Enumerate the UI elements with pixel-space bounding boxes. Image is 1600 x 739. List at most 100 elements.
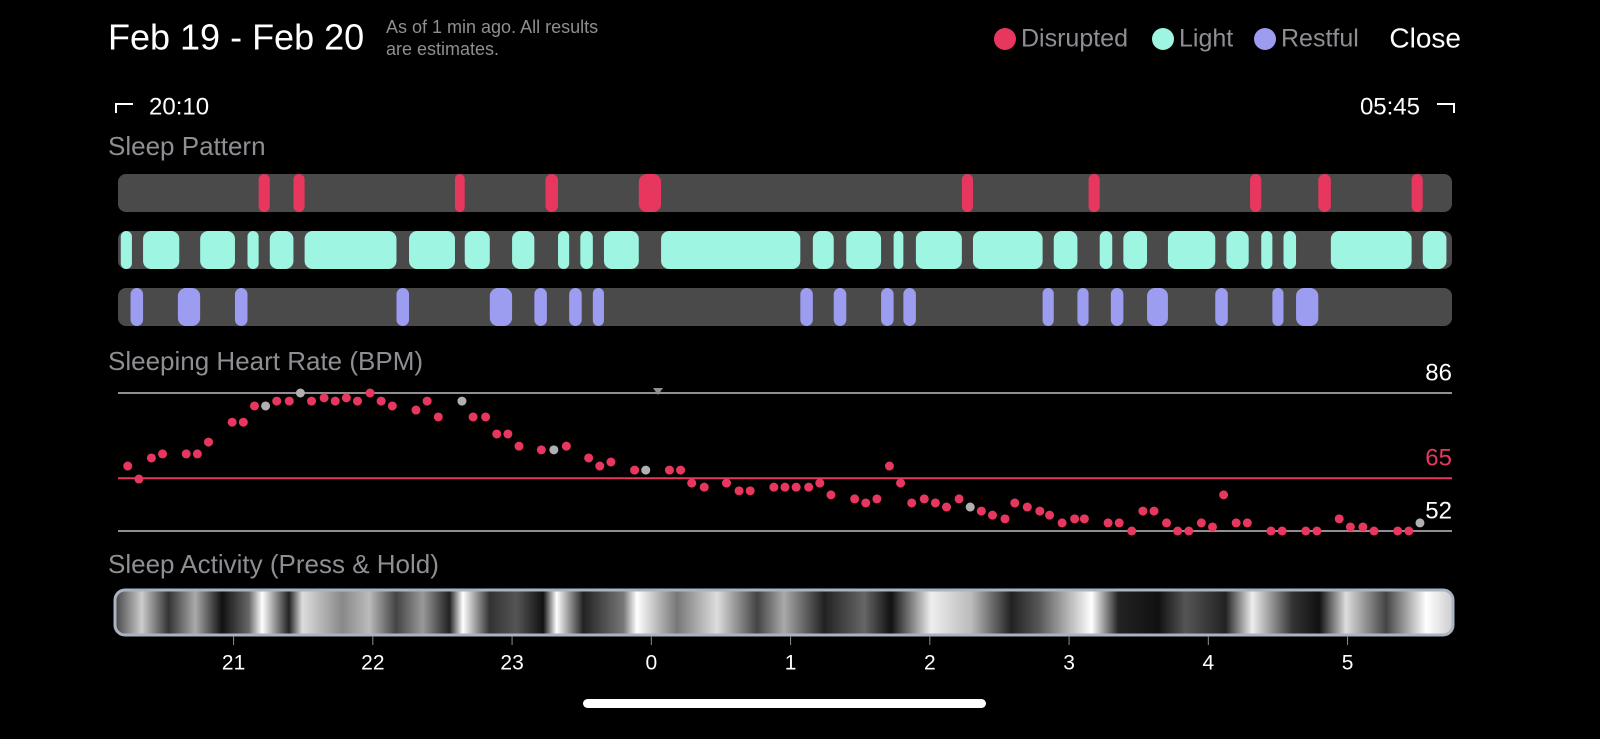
- sleep-segment: [293, 174, 305, 212]
- heart-rate-point: [687, 478, 697, 488]
- legend-label: Light: [1179, 25, 1233, 53]
- heart-rate-point: [976, 506, 986, 516]
- sleep-segment: [881, 288, 894, 326]
- heart-rate-point: [284, 396, 294, 406]
- sleep-segment: [903, 288, 916, 326]
- section-title: Sleep Pattern: [108, 131, 266, 161]
- sleep-segment: [638, 174, 662, 212]
- heart-rate-point: [872, 494, 882, 504]
- heart-rate-point: [204, 437, 214, 447]
- track: [118, 174, 1452, 212]
- legend-label: Disrupted: [1021, 25, 1128, 53]
- heart-rate-point: [954, 494, 964, 504]
- heart-rate-point: [341, 393, 351, 403]
- heart-rate-point: [1242, 518, 1252, 528]
- range-start: 20:10: [149, 93, 209, 120]
- heart-rate-point: [884, 461, 894, 471]
- heart-rate-point: [433, 412, 443, 422]
- heart-rate-point: [192, 449, 202, 459]
- sleep-segment: [1053, 231, 1078, 269]
- heart-rate-point: [1219, 490, 1229, 500]
- heart-rate-point: [238, 417, 248, 427]
- heart-rate-point: [815, 478, 825, 488]
- sleep-segment: [661, 231, 801, 269]
- range-bracket: [115, 103, 133, 113]
- sleep-segment: [409, 231, 455, 269]
- now-marker: [653, 388, 663, 395]
- heart-rate-point: [1207, 522, 1217, 532]
- sleep-segment: [592, 288, 604, 326]
- sleep-segment: [800, 288, 813, 326]
- sleep-segment: [1272, 288, 1284, 326]
- sleep-segment: [1088, 174, 1100, 212]
- heart-rate-point: [965, 502, 975, 512]
- heart-rate-point: [181, 449, 191, 459]
- sleep-segment: [1147, 288, 1168, 326]
- heart-rate-point: [606, 457, 616, 467]
- sleep-segment: [130, 288, 144, 326]
- heart-rate-point: [1196, 518, 1206, 528]
- heart-rate-point: [584, 453, 594, 463]
- sleep-segment: [454, 174, 465, 212]
- heart-rate-point: [1358, 522, 1368, 532]
- x-tick-label: 2: [924, 652, 936, 675]
- legend-label: Restful: [1281, 25, 1359, 53]
- heart-rate-point: [158, 449, 168, 459]
- activity-bar[interactable]: [113, 588, 1455, 637]
- heart-rate-point: [722, 478, 732, 488]
- heart-rate-point: [468, 412, 478, 422]
- heart-rate-point: [295, 388, 305, 398]
- heart-rate-point: [664, 465, 674, 475]
- heart-rate-point: [1057, 518, 1067, 528]
- heart-rate-point: [1070, 514, 1080, 524]
- y-tick-label: 86: [1425, 359, 1452, 386]
- heart-rate-point: [319, 393, 329, 403]
- heart-rate-point: [641, 465, 651, 475]
- heart-rate-point: [123, 461, 133, 471]
- section-title: Sleep Activity (Press & Hold): [108, 549, 439, 579]
- heart-rate-point: [1000, 514, 1010, 524]
- heart-rate-point: [919, 494, 929, 504]
- heart-rate-point: [734, 486, 744, 496]
- heart-rate-point: [1184, 526, 1194, 536]
- sleep-segment: [1042, 288, 1054, 326]
- heart-rate-point: [1127, 526, 1137, 536]
- sleep-segment: [1330, 231, 1412, 269]
- x-tick-label: 23: [500, 652, 523, 675]
- sleep-segment: [833, 288, 847, 326]
- sleep-segment: [1296, 288, 1319, 326]
- sleep-segment: [972, 231, 1043, 269]
- heart-rate-point: [353, 396, 363, 406]
- sleep-segment: [1123, 231, 1148, 269]
- heart-rate-point: [791, 482, 801, 492]
- heart-rate-point: [1103, 518, 1113, 528]
- heart-rate-point: [804, 482, 814, 492]
- range-bracket: [1437, 103, 1455, 113]
- heart-rate-point: [249, 401, 259, 411]
- close-button[interactable]: Close: [1389, 22, 1461, 53]
- sleep-segment: [200, 231, 235, 269]
- sleep-segment: [603, 231, 639, 269]
- x-tick-label: 22: [361, 652, 384, 675]
- sleep-segment: [534, 288, 547, 326]
- sleep-segment: [1422, 231, 1447, 269]
- heart-rate-point: [1010, 498, 1020, 508]
- heart-rate-point: [1045, 510, 1055, 520]
- sleep-segment: [893, 231, 904, 269]
- sleep-segment: [304, 231, 397, 269]
- sleep-segment: [234, 288, 248, 326]
- x-tick-label: 3: [1063, 652, 1075, 675]
- sleep-segment: [812, 231, 834, 269]
- x-tick-label: 0: [645, 652, 657, 675]
- sleep-segment: [143, 231, 180, 269]
- heart-rate-point: [330, 396, 340, 406]
- sleep-segment: [1261, 231, 1273, 269]
- heart-rate-point: [457, 396, 467, 406]
- legend-swatch: [1152, 28, 1174, 50]
- heart-rate-point: [365, 388, 375, 398]
- heart-rate-point: [1231, 518, 1241, 528]
- legend-swatch: [994, 28, 1016, 50]
- heart-rate-point: [861, 498, 871, 508]
- heart-rate-point: [850, 494, 860, 504]
